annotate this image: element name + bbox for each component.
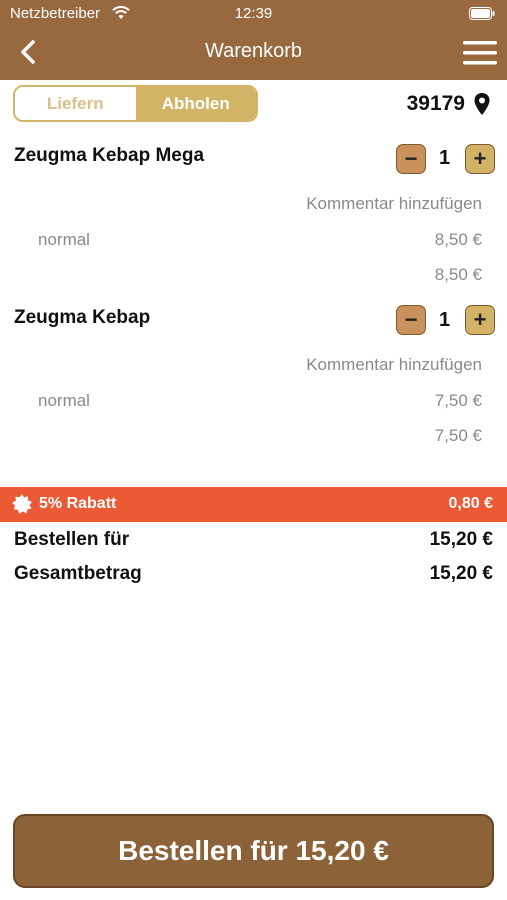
location-pin-icon[interactable] — [473, 92, 491, 116]
increase-quantity-button[interactable]: + — [465, 144, 495, 174]
variant-label: normal — [38, 230, 90, 249]
add-comment-link[interactable]: Kommentar hinzufügen — [306, 194, 482, 213]
discount-bar: 5% Rabatt 0,80 € — [0, 487, 507, 522]
back-button[interactable] — [16, 38, 40, 66]
hamburger-menu-icon[interactable] — [463, 40, 497, 66]
grand-total-label: Gesamtbetrag — [14, 563, 142, 584]
order-for-label: Bestellen für — [14, 529, 130, 550]
quantity-value: 1 — [439, 147, 451, 169]
clock: 12:39 — [234, 5, 273, 22]
decrease-quantity-button[interactable]: − — [396, 144, 426, 174]
tab-liefern[interactable]: Liefern — [15, 87, 136, 120]
discount-label: 5% Rabatt — [39, 495, 117, 512]
add-comment-link[interactable]: Kommentar hinzufügen — [306, 355, 482, 374]
order-mode-toggle: Liefern Abholen — [13, 85, 258, 122]
item-total-price: 8,50 € — [434, 265, 482, 284]
increase-quantity-button[interactable]: + — [465, 305, 495, 335]
zip-code[interactable]: 39179 — [406, 92, 465, 115]
status-bar: Netzbetreiber 12:39 — [0, 0, 507, 28]
order-for-value: 15,20 € — [429, 529, 493, 550]
carrier-name: Netzbetreiber — [10, 5, 101, 22]
grand-total-value: 15,20 € — [429, 563, 493, 584]
variant-label: normal — [38, 391, 90, 410]
badge-icon — [12, 494, 32, 514]
page-title: Warenkorb — [204, 40, 303, 62]
tab-abholen[interactable]: Abholen — [135, 87, 256, 120]
app-header: Netzbetreiber 12:39 Warenkorb — [0, 0, 507, 80]
discount-value: 0,80 € — [448, 495, 493, 512]
cart-item-name: Zeugma Kebap — [14, 307, 151, 328]
variant-price: 8,50 € — [434, 230, 482, 249]
variant-price: 7,50 € — [434, 391, 482, 410]
wifi-icon — [112, 6, 130, 19]
item-total-price: 7,50 € — [434, 426, 482, 445]
battery-icon — [469, 7, 495, 20]
decrease-quantity-button[interactable]: − — [396, 305, 426, 335]
quantity-value: 1 — [439, 309, 451, 331]
cart-item-name: Zeugma Kebap Mega — [14, 145, 205, 166]
place-order-button[interactable]: Bestellen für 15,20 € — [13, 814, 494, 888]
